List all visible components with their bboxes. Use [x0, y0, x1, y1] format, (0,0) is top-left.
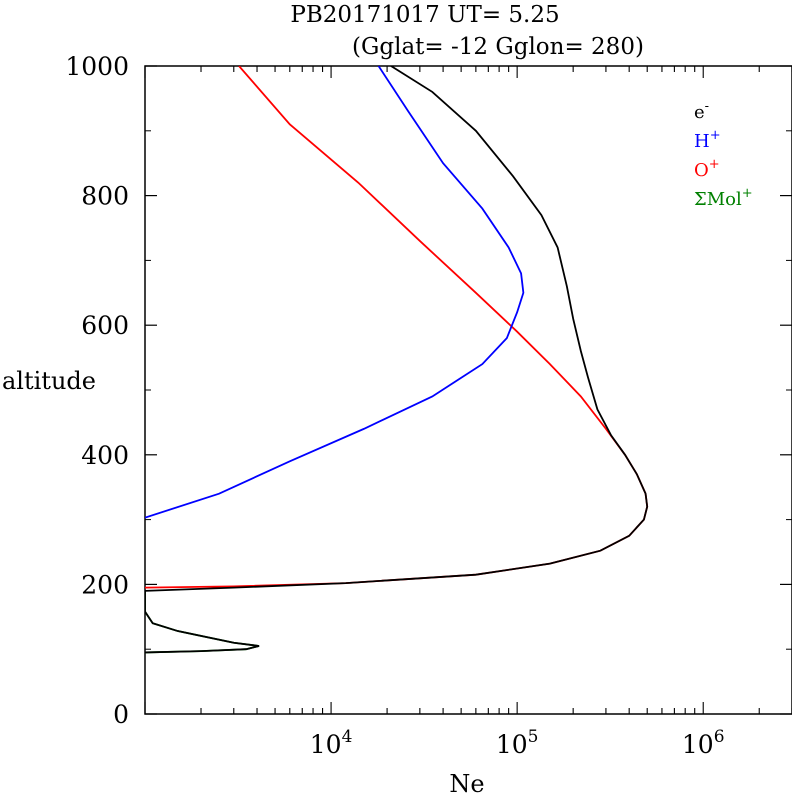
chart-title-line2: (Gglat= -12 Gglon= 280) [352, 34, 644, 60]
y-tick-label: 800 [81, 182, 129, 211]
y-tick-label: 0 [113, 700, 129, 729]
y-tick-label: 600 [81, 311, 129, 340]
legend-entry-3: O+ [694, 157, 720, 181]
y-axis-ticks: 0 200 400 600 800 1000 [65, 52, 792, 729]
chart-title-line1: PB20171017 UT= 5.25 [290, 2, 559, 28]
legend-entry-4: ΣMol+ [694, 186, 753, 210]
legend-entry-1: e- [694, 99, 709, 123]
x-axis-label: Ne [449, 770, 484, 795]
y-tick-label: 400 [81, 441, 129, 470]
y-tick-label: 200 [81, 570, 129, 599]
series-line-3 [145, 66, 649, 589]
y-axis-label: altitude [2, 367, 96, 395]
x-tick-label: 106 [682, 727, 725, 759]
x-tick-label: 104 [310, 727, 353, 759]
legend: e- H+ O+ ΣMol+ [694, 99, 753, 210]
legend-entry-2: H+ [694, 128, 721, 152]
series-line-1 [145, 66, 649, 654]
series-line-2 [145, 66, 525, 519]
series-layer [145, 66, 649, 654]
x-tick-label: 105 [496, 727, 539, 759]
y-tick-label: 1000 [65, 52, 129, 81]
x-axis-ticks: 104 105 106 [144, 66, 792, 759]
